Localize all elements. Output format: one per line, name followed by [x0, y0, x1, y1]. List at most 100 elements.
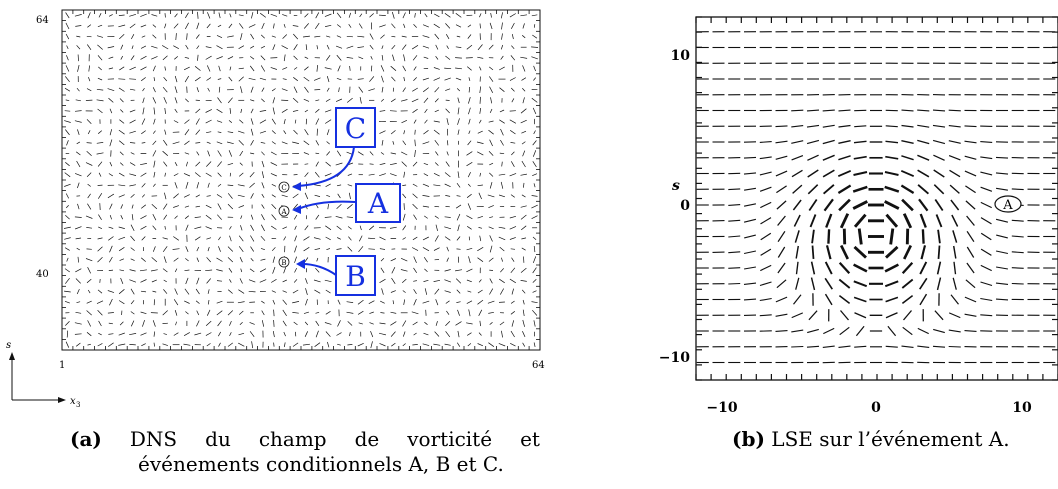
field-arrow: [118, 300, 125, 305]
field-arrow: [259, 268, 267, 273]
field-arrow: [162, 246, 168, 253]
field-arrow: [520, 14, 528, 17]
lse-arrow: [838, 109, 851, 112]
field-arrow: [499, 66, 505, 71]
field-arrow: [468, 77, 471, 81]
field-arrow: [411, 247, 419, 251]
field-arrow: [238, 235, 244, 242]
field-arrow: [446, 246, 449, 252]
field-arrow: [96, 152, 104, 155]
field-arrow: [499, 288, 505, 295]
field-arrow: [152, 97, 157, 104]
field-arrow: [531, 97, 538, 103]
lse-arrow: [728, 282, 741, 285]
field-arrow: [325, 119, 332, 124]
field-arrow: [422, 236, 429, 241]
field-arrow: [521, 35, 526, 39]
field-arrow: [445, 55, 451, 60]
field-arrow: [65, 65, 70, 72]
lse-arrow: [919, 261, 928, 275]
field-arrow: [206, 161, 212, 167]
field-arrow: [510, 311, 516, 315]
field-arrow: [118, 172, 125, 177]
field-arrow: [445, 23, 451, 29]
field-arrow: [522, 87, 526, 92]
field-arrow: [337, 320, 341, 327]
field-arrow: [107, 342, 114, 347]
field-arrow: [337, 299, 341, 305]
lse-arrow: [921, 229, 925, 244]
field-arrow: [477, 299, 484, 305]
field-arrow: [325, 236, 331, 241]
lse-arrow: [793, 294, 802, 305]
lse-arrow: [884, 280, 899, 288]
lse-arrow: [917, 169, 930, 178]
field-arrow: [302, 35, 310, 38]
lse-arrow: [966, 262, 975, 274]
field-arrow: [434, 235, 439, 242]
lse-arrow: [935, 214, 943, 228]
field-arrow: [141, 236, 146, 241]
field-arrow: [196, 151, 200, 156]
field-arrow: [250, 33, 255, 40]
field-arrow: [402, 184, 407, 186]
lse-arrow: [760, 201, 772, 209]
field-arrow: [488, 226, 494, 230]
field-arrow: [260, 258, 266, 261]
field-arrow: [336, 150, 342, 157]
field-arrow: [466, 247, 473, 251]
field-arrow: [173, 332, 179, 336]
field-arrow: [500, 139, 504, 146]
field-arrow: [194, 226, 202, 230]
lse-arrow: [853, 213, 867, 228]
field-arrow: [292, 193, 299, 199]
field-arrow: [336, 184, 342, 187]
caption-a-word: et: [520, 427, 540, 451]
field-arrow: [120, 215, 124, 220]
field-arrow: [349, 332, 351, 337]
lse-arrow: [853, 296, 867, 303]
field-arrow: [64, 110, 71, 112]
field-arrow: [336, 225, 342, 230]
field-arrow: [205, 269, 213, 272]
field-arrow: [510, 267, 516, 274]
field-arrow: [488, 66, 494, 71]
field-arrow: [532, 290, 537, 293]
field-arrow: [478, 119, 482, 124]
field-arrow: [304, 225, 309, 231]
caption-a: (a) DNS du champ de vorticité et événeme…: [70, 427, 540, 477]
field-arrow: [466, 66, 472, 71]
field-arrow: [172, 248, 180, 250]
field-arrow: [152, 225, 157, 231]
field-arrow: [259, 119, 267, 124]
field-arrow: [389, 110, 397, 112]
lse-arrow: [901, 198, 914, 212]
callout-arrow-c: [297, 146, 355, 187]
field-arrow: [347, 184, 353, 187]
field-arrow: [151, 257, 158, 263]
field-arrow: [206, 195, 211, 197]
field-arrow: [227, 184, 234, 186]
field-arrow: [500, 44, 504, 50]
field-arrow: [316, 257, 319, 262]
callout-arrow-a: [297, 200, 356, 210]
field-arrow: [271, 247, 276, 252]
field-arrow: [74, 226, 82, 230]
field-arrow: [315, 152, 320, 155]
field-arrow: [129, 13, 137, 17]
caption-a-word: vorticité: [407, 427, 493, 451]
field-arrow: [315, 161, 319, 167]
field-arrow: [522, 331, 526, 338]
field-arrow: [162, 237, 168, 240]
panel-a-x-axis-subscript: 3: [76, 401, 80, 409]
field-arrow: [163, 289, 168, 294]
field-arrow: [381, 75, 384, 83]
field-arrow: [414, 12, 416, 18]
field-arrow: [359, 97, 362, 104]
field-arrow: [336, 204, 342, 210]
field-arrow: [173, 205, 180, 208]
lse-arrow: [840, 244, 849, 260]
field-arrow: [413, 24, 417, 28]
field-arrow: [238, 14, 244, 17]
field-arrow: [283, 119, 286, 125]
